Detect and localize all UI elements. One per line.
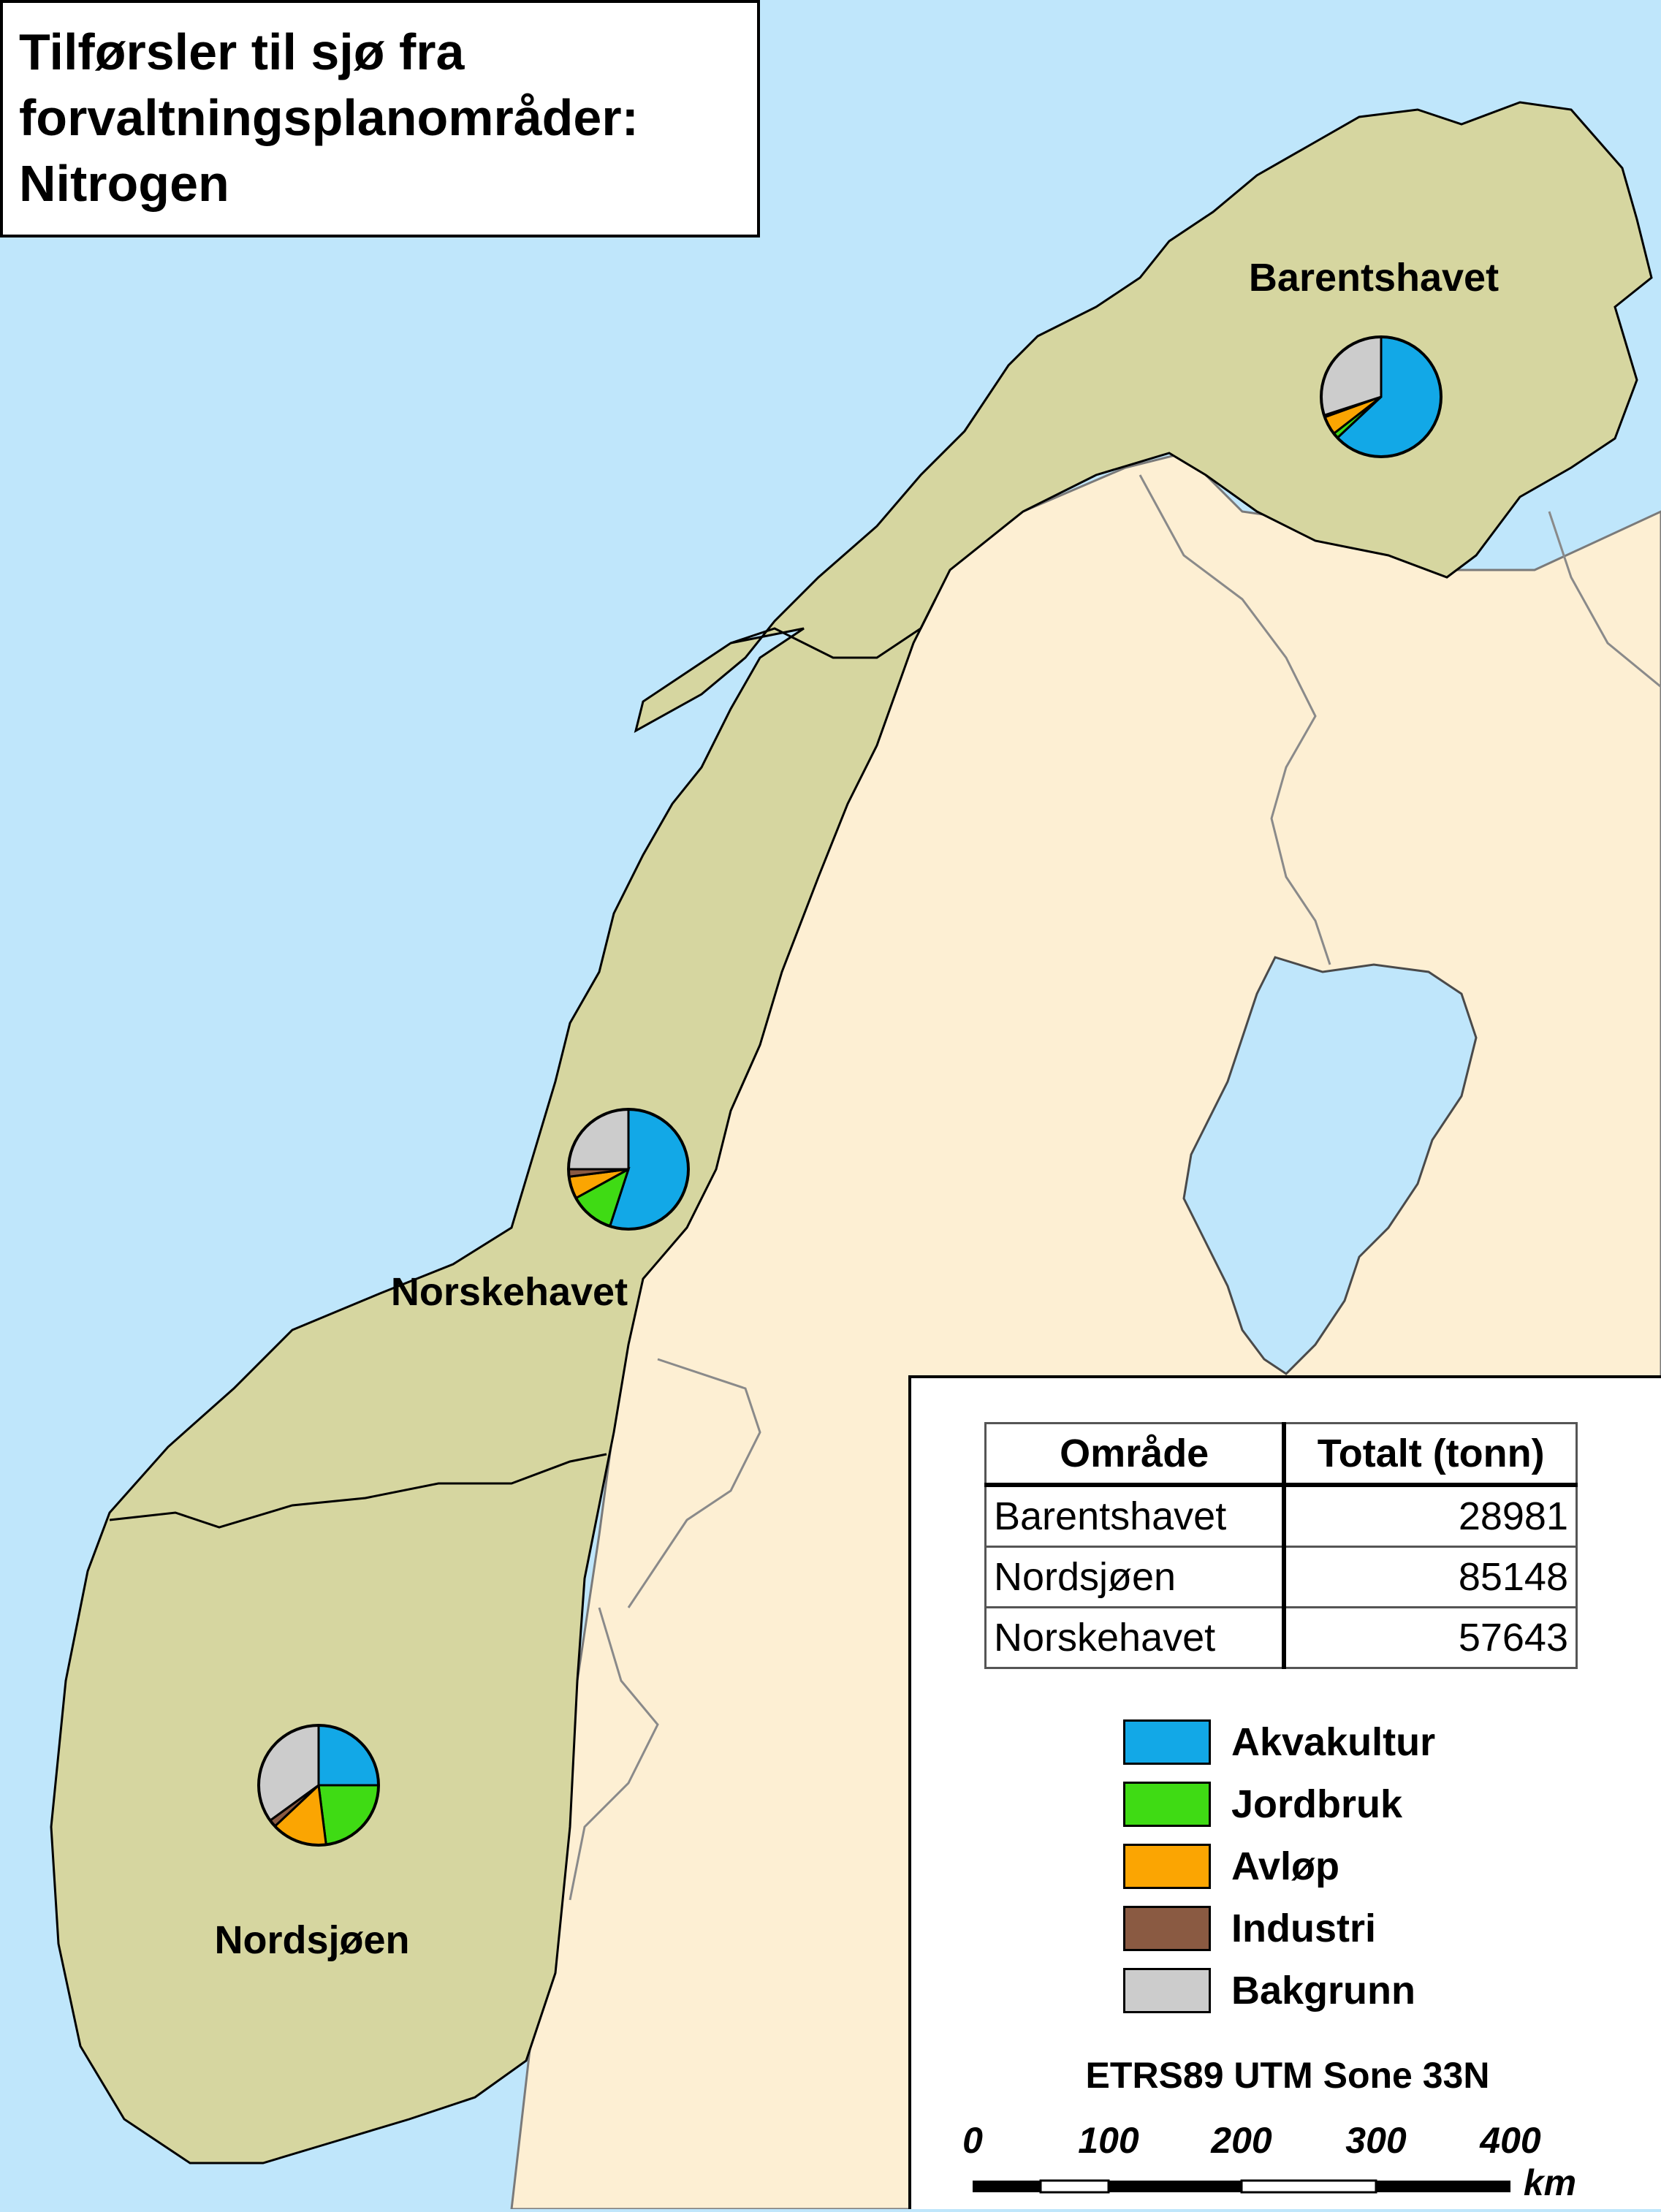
- scale-tick-label: 0: [962, 2120, 983, 2161]
- border-line: [1139, 474, 1331, 965]
- legend-item-jordbruk: Jordbruk: [1123, 1773, 1435, 1835]
- title-line-3: Nitrogen: [19, 155, 229, 212]
- border-line: [1548, 511, 1661, 688]
- legend-item-akvakultur: Akvakultur: [1123, 1711, 1435, 1773]
- legend-panel: Område Totalt (tonn) Barentshavet 28981 …: [908, 1375, 1661, 2209]
- pie-barentshavet: [1320, 335, 1443, 458]
- pie-nordsjoen: [257, 1724, 380, 1847]
- legend-label: Avløp: [1231, 1844, 1339, 1888]
- scale-tick-label: 300: [1345, 2120, 1407, 2161]
- scale-segment: [1240, 2179, 1377, 2194]
- legend-item-bakgrunn: Bakgrunn: [1123, 1959, 1435, 2021]
- scale-segment: [1039, 2179, 1110, 2194]
- legend: Akvakultur Jordbruk Avløp Industri Bakgr…: [1123, 1711, 1435, 2021]
- legend-label: Industri: [1231, 1906, 1376, 1950]
- region-label-barentshavet: Barentshavet: [1249, 256, 1499, 300]
- table-cell-area: Barentshavet: [984, 1483, 1287, 1548]
- table-cell-area: Nordsjøen: [984, 1546, 1287, 1608]
- legend-swatch-avlop: [1123, 1843, 1211, 1889]
- table-header-row: Område Totalt (tonn): [984, 1422, 1578, 1487]
- region-label-norskehavet: Norskehavet: [391, 1270, 628, 1314]
- table-row: Barentshavet 28981: [984, 1483, 1578, 1548]
- legend-label: Akvakultur: [1231, 1719, 1436, 1764]
- pie-outline: [257, 1724, 380, 1847]
- pie-outline: [1320, 335, 1443, 458]
- area-boundary: [730, 598, 937, 659]
- border-line: [569, 1607, 659, 1901]
- table-row: Norskehavet 57643: [984, 1606, 1578, 1669]
- projection-label: ETRS89 UTM Sone 33N: [1085, 2055, 1490, 2096]
- scale-unit-label: km: [1524, 2162, 1576, 2203]
- table-cell-total: 28981: [1282, 1483, 1578, 1548]
- legend-item-industri: Industri: [1123, 1897, 1435, 1959]
- title-line-2: forvaltningsplanområder:: [19, 89, 639, 146]
- area-boundary: [109, 1453, 607, 1529]
- gulf-of-bothnia: [1182, 956, 1478, 1375]
- norway-land: [50, 101, 1653, 2165]
- table-row: Nordsjøen 85148: [984, 1546, 1578, 1608]
- legend-label: Jordbruk: [1231, 1782, 1403, 1826]
- legend-swatch-industri: [1123, 1905, 1211, 1951]
- table-cell-area: Norskehavet: [984, 1606, 1287, 1669]
- scale-tick-label: 400: [1479, 2120, 1541, 2161]
- title-box: Tilførsler til sjø fra forvaltningsplano…: [0, 0, 760, 237]
- scale-bar: 0 100 200 300 400 km: [962, 2120, 1576, 2203]
- legend-swatch-jordbruk: [1123, 1781, 1211, 1827]
- legend-item-avlop: Avløp: [1123, 1835, 1435, 1897]
- table-cell-total: 85148: [1282, 1546, 1578, 1608]
- title-line-1: Tilførsler til sjø fra: [19, 23, 465, 80]
- border-line: [627, 1358, 761, 1608]
- legend-swatch-bakgrunn: [1123, 1967, 1211, 2013]
- pie-norskehavet: [567, 1108, 690, 1231]
- region-label-nordsjoen: Nordsjøen: [214, 1918, 409, 1962]
- pie-outline: [567, 1108, 690, 1231]
- totals-table: Område Totalt (tonn) Barentshavet 28981 …: [984, 1422, 1578, 1669]
- scale-tick-label: 100: [1078, 2120, 1139, 2161]
- scale-segment: [973, 2181, 1041, 2192]
- table-header-total: Totalt (tonn): [1282, 1422, 1578, 1487]
- legend-label: Bakgrunn: [1231, 1968, 1416, 2013]
- table-header-area: Område: [984, 1422, 1287, 1487]
- scale-segment: [1376, 2181, 1510, 2192]
- scale-tick-label: 200: [1210, 2120, 1272, 2161]
- legend-swatch-akvakultur: [1123, 1719, 1211, 1765]
- scale-segment: [1109, 2181, 1242, 2192]
- table-cell-total: 57643: [1282, 1606, 1578, 1669]
